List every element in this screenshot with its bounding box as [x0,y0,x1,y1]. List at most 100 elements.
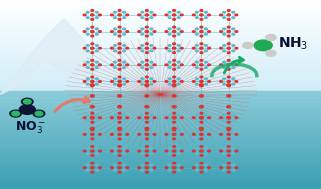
Circle shape [91,155,94,156]
Circle shape [91,47,94,49]
Circle shape [110,14,113,16]
Circle shape [172,47,176,49]
Circle shape [145,26,148,28]
Circle shape [220,81,222,82]
Circle shape [208,31,211,32]
Circle shape [86,83,89,85]
Circle shape [204,50,207,52]
Circle shape [83,31,86,32]
Circle shape [172,127,176,130]
Circle shape [204,33,207,35]
Circle shape [91,112,94,114]
Bar [0,110,321,113]
Circle shape [83,117,86,119]
Circle shape [145,116,149,119]
Circle shape [117,84,121,86]
Circle shape [180,64,183,66]
Circle shape [200,31,203,33]
Circle shape [232,28,235,30]
Circle shape [168,17,171,19]
Circle shape [153,134,156,135]
Circle shape [235,64,238,66]
Circle shape [95,28,98,30]
Circle shape [200,19,203,20]
Circle shape [165,81,168,82]
Circle shape [117,127,121,130]
Circle shape [195,17,198,19]
Bar [0,38,321,41]
Bar [0,132,321,136]
Bar [0,6,321,9]
Circle shape [126,134,129,135]
Circle shape [232,147,235,149]
Circle shape [223,170,226,171]
Circle shape [227,117,230,119]
Circle shape [114,136,117,138]
Circle shape [227,122,230,123]
Circle shape [150,67,153,68]
Circle shape [168,33,171,35]
Circle shape [177,67,180,68]
Circle shape [177,153,180,155]
Circle shape [173,171,176,173]
Circle shape [153,117,156,119]
Circle shape [192,64,195,66]
Circle shape [227,69,230,70]
Circle shape [173,60,176,61]
Circle shape [99,134,101,135]
Circle shape [150,61,153,63]
Bar [0,50,321,53]
Circle shape [227,95,230,97]
Circle shape [200,64,203,66]
Circle shape [223,114,226,116]
Circle shape [150,114,153,116]
Circle shape [114,50,117,52]
Circle shape [192,117,195,119]
Circle shape [223,17,226,19]
Circle shape [200,162,203,164]
Circle shape [200,43,203,44]
Circle shape [204,78,207,80]
Circle shape [223,147,226,149]
Circle shape [118,146,121,147]
Bar [0,176,321,180]
Circle shape [227,10,230,11]
Circle shape [165,31,168,32]
Circle shape [118,64,121,66]
Bar [0,145,321,148]
Circle shape [91,35,94,37]
Circle shape [208,81,211,82]
Circle shape [114,153,117,155]
Circle shape [145,138,148,140]
Circle shape [126,14,129,16]
Circle shape [195,147,198,149]
Circle shape [235,117,238,119]
Bar [0,151,321,154]
Circle shape [141,50,144,52]
Circle shape [91,171,94,173]
Circle shape [192,150,195,152]
Circle shape [123,28,126,30]
Circle shape [138,31,141,32]
Circle shape [118,10,121,11]
Circle shape [195,83,198,85]
Circle shape [192,47,195,49]
FancyArrowPatch shape [224,57,243,73]
Circle shape [177,136,180,138]
Circle shape [83,47,86,49]
Circle shape [195,45,198,46]
Circle shape [227,64,230,66]
Circle shape [118,138,121,140]
Circle shape [118,85,121,87]
Circle shape [117,106,121,108]
Bar [0,148,321,151]
Circle shape [165,64,168,66]
Bar [0,63,321,66]
Circle shape [232,170,235,171]
Circle shape [177,147,180,149]
Circle shape [95,153,98,155]
Circle shape [91,150,94,152]
Bar [0,69,321,72]
Circle shape [172,106,176,108]
Bar [0,126,321,129]
